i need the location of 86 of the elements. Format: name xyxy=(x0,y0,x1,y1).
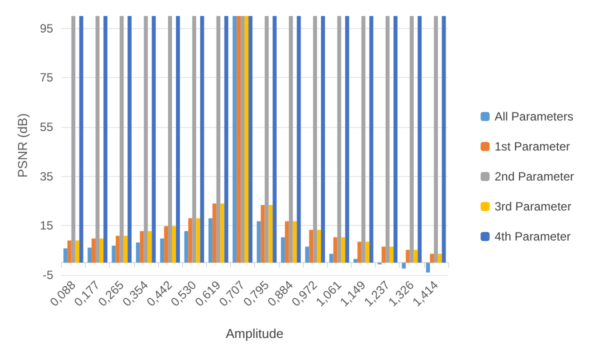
bar xyxy=(442,16,446,263)
bar xyxy=(418,16,422,263)
bar xyxy=(438,254,442,263)
legend-label: 4th Parameter xyxy=(494,230,571,244)
y-tick-label: 95 xyxy=(40,21,54,36)
bar xyxy=(341,237,346,263)
bar xyxy=(313,16,318,263)
y-tick-label: 55 xyxy=(40,120,54,134)
bar xyxy=(208,218,212,263)
bar xyxy=(99,238,104,263)
bar xyxy=(88,248,92,263)
bar xyxy=(361,16,366,263)
bar xyxy=(357,242,362,263)
bar xyxy=(220,203,224,263)
bar xyxy=(337,16,342,263)
legend-label: 2nd Parameter xyxy=(494,170,574,184)
bar xyxy=(414,250,418,263)
y-axis-title: PSNR (dB) xyxy=(15,113,30,178)
y-tick-label: -5 xyxy=(42,268,54,282)
bar xyxy=(212,203,216,263)
bar xyxy=(63,248,68,263)
bar xyxy=(317,230,321,263)
bar xyxy=(369,16,374,263)
bar xyxy=(394,16,398,263)
bar xyxy=(284,221,289,263)
x-axis-title: Amplitude xyxy=(226,326,284,341)
bar xyxy=(382,246,386,263)
bar xyxy=(140,231,144,263)
bar xyxy=(329,254,334,263)
bar xyxy=(236,16,241,263)
bar xyxy=(196,218,200,263)
bar xyxy=(224,16,228,263)
bar xyxy=(200,16,204,263)
y-tick-label: 15 xyxy=(40,218,54,233)
bar xyxy=(216,16,220,263)
bar xyxy=(168,16,172,263)
bar xyxy=(120,16,124,263)
bar xyxy=(256,221,261,263)
bar xyxy=(148,231,152,263)
bar xyxy=(96,16,100,263)
bar xyxy=(103,16,108,263)
legend-label: 3rd Parameter xyxy=(494,200,572,214)
bar xyxy=(353,258,358,263)
bar xyxy=(292,221,297,263)
bar xyxy=(188,218,192,263)
bar xyxy=(124,236,128,263)
bar xyxy=(321,16,325,263)
bar xyxy=(430,254,434,263)
bar xyxy=(92,238,96,263)
y-tick-label: 35 xyxy=(40,169,54,184)
bar xyxy=(244,16,248,263)
bar xyxy=(402,262,406,269)
bar xyxy=(116,236,120,263)
bar xyxy=(192,16,196,263)
bar xyxy=(272,16,277,263)
bar xyxy=(172,226,176,263)
bar xyxy=(264,16,269,263)
bar xyxy=(345,16,350,263)
legend-label: 1st Parameter xyxy=(494,140,570,154)
bar xyxy=(232,16,237,263)
bar xyxy=(365,242,370,263)
bar xyxy=(406,250,410,263)
bar xyxy=(67,240,72,263)
legend-label: All Parameters xyxy=(494,110,574,124)
bar xyxy=(152,16,156,263)
bar xyxy=(136,242,140,263)
bar xyxy=(164,226,168,263)
bar xyxy=(288,16,293,263)
bar xyxy=(309,230,314,263)
bar xyxy=(75,240,80,263)
bar xyxy=(296,16,301,263)
bar xyxy=(434,16,438,263)
bar xyxy=(144,16,148,263)
bar xyxy=(248,16,252,263)
bar xyxy=(280,237,285,263)
bar xyxy=(176,16,180,263)
bar xyxy=(390,246,394,263)
bar xyxy=(305,246,310,263)
bar xyxy=(71,16,76,263)
bar xyxy=(386,16,390,263)
bar xyxy=(426,262,430,273)
y-tick-label: 75 xyxy=(40,70,54,85)
bar xyxy=(240,16,245,263)
bar xyxy=(128,16,132,263)
bar xyxy=(160,238,164,263)
bar xyxy=(268,204,273,263)
